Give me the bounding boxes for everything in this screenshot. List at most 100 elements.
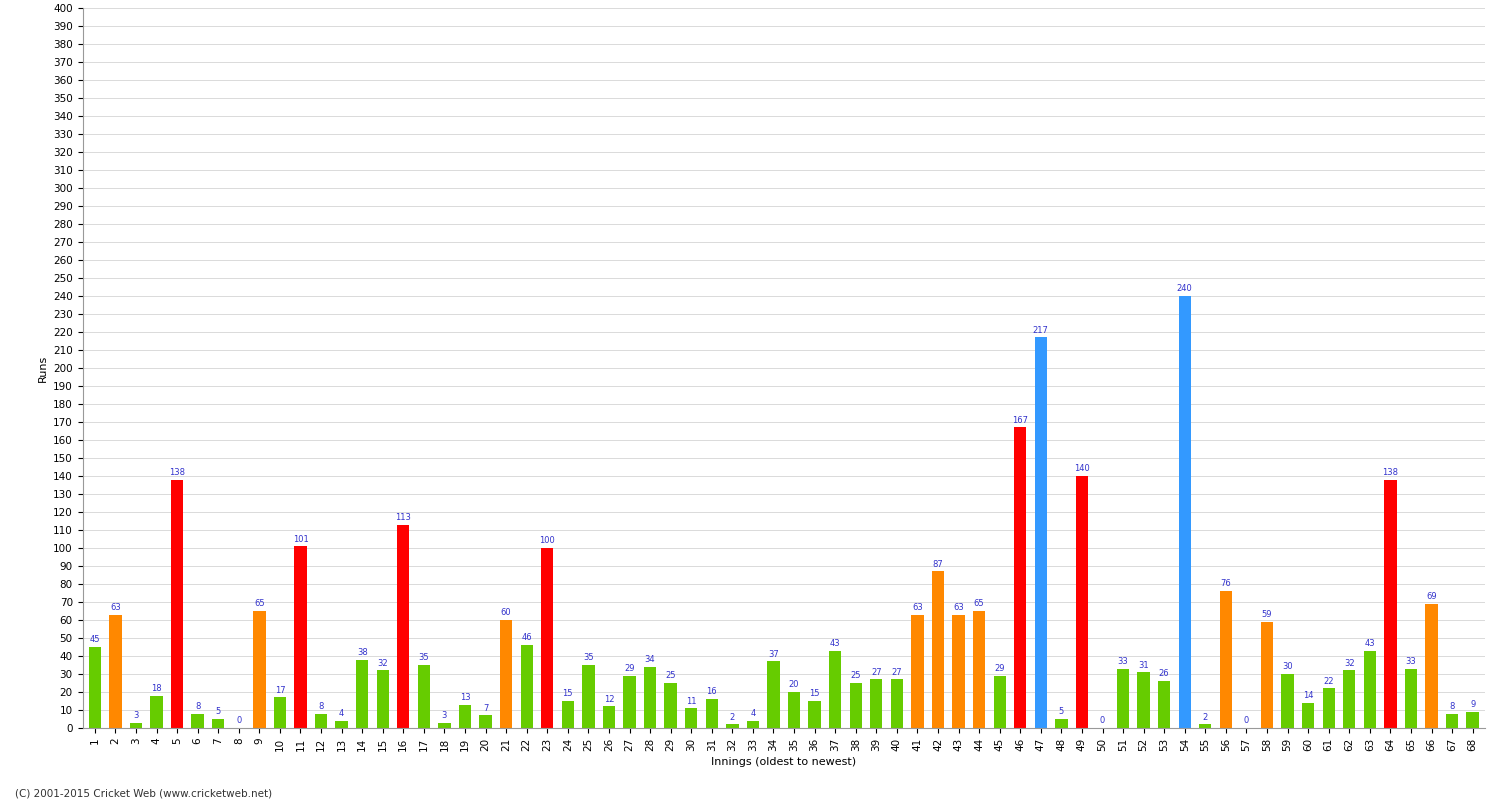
Bar (808, 701, 820, 728)
Bar (1342, 670, 1356, 728)
Text: 16: 16 (706, 687, 717, 697)
Bar (1302, 703, 1314, 728)
Bar (1262, 622, 1274, 728)
Text: 15: 15 (810, 690, 820, 698)
Bar (294, 546, 306, 728)
Text: 69: 69 (1426, 592, 1437, 601)
Bar (1198, 725, 1212, 728)
Bar (1220, 591, 1232, 728)
Text: 3: 3 (441, 711, 447, 720)
Text: 46: 46 (522, 634, 532, 642)
Bar (273, 698, 286, 728)
Text: 2: 2 (729, 713, 735, 722)
Bar (849, 683, 862, 728)
Bar (315, 714, 327, 728)
Text: 3: 3 (134, 711, 138, 720)
Text: 167: 167 (1013, 416, 1028, 425)
Text: 37: 37 (768, 650, 778, 658)
Text: 63: 63 (912, 603, 922, 612)
Text: 4: 4 (339, 709, 344, 718)
Text: 60: 60 (501, 608, 512, 618)
Text: 14: 14 (1304, 691, 1314, 700)
Bar (520, 645, 532, 728)
Bar (830, 650, 842, 728)
Bar (1323, 688, 1335, 728)
Text: 63: 63 (952, 603, 964, 612)
Text: 9: 9 (1470, 700, 1476, 709)
Text: 240: 240 (1178, 284, 1192, 294)
Bar (974, 611, 986, 728)
Text: 138: 138 (1383, 468, 1398, 477)
Bar (1364, 650, 1376, 728)
Text: 5: 5 (1059, 707, 1064, 716)
Bar (1281, 674, 1294, 728)
Text: 32: 32 (1344, 658, 1354, 668)
Bar (891, 679, 903, 728)
Bar (192, 714, 204, 728)
Text: 43: 43 (1365, 639, 1376, 648)
Bar (747, 721, 759, 728)
Text: 25: 25 (850, 671, 861, 680)
Text: 0: 0 (236, 716, 242, 726)
Bar (171, 480, 183, 728)
Bar (768, 662, 780, 728)
Bar (500, 620, 513, 728)
Text: 4: 4 (750, 709, 756, 718)
Bar (336, 721, 348, 728)
Text: 113: 113 (396, 513, 411, 522)
Bar (686, 708, 698, 728)
Text: 26: 26 (1160, 670, 1170, 678)
Text: 8: 8 (195, 702, 201, 711)
Text: 76: 76 (1221, 579, 1232, 589)
Bar (912, 614, 924, 728)
Text: 33: 33 (1406, 657, 1416, 666)
Text: 65: 65 (254, 599, 264, 608)
Text: 35: 35 (584, 654, 594, 662)
Text: 32: 32 (378, 658, 388, 668)
Bar (1179, 296, 1191, 728)
Bar (932, 571, 944, 728)
Bar (438, 722, 450, 728)
Bar (398, 525, 410, 728)
X-axis label: Innings (oldest to newest): Innings (oldest to newest) (711, 757, 856, 766)
Text: 29: 29 (994, 664, 1005, 673)
Text: 35: 35 (419, 654, 429, 662)
Bar (726, 725, 738, 728)
Text: 45: 45 (90, 635, 101, 644)
Bar (664, 683, 676, 728)
Bar (480, 715, 492, 728)
Bar (211, 719, 225, 728)
Text: 20: 20 (789, 680, 800, 690)
Text: 0: 0 (1244, 716, 1250, 726)
Text: 34: 34 (645, 655, 656, 664)
Text: 33: 33 (1118, 657, 1128, 666)
Text: 11: 11 (686, 697, 696, 706)
Bar (582, 665, 594, 728)
Bar (870, 679, 882, 728)
Text: 15: 15 (562, 690, 573, 698)
Text: 138: 138 (170, 468, 184, 477)
Text: 29: 29 (624, 664, 634, 673)
Bar (110, 614, 122, 728)
Text: 0: 0 (1100, 716, 1106, 726)
Bar (356, 659, 369, 728)
Bar (1076, 476, 1088, 728)
Text: 25: 25 (666, 671, 676, 680)
Bar (705, 699, 718, 728)
Text: 59: 59 (1262, 610, 1272, 619)
Bar (542, 548, 554, 728)
Text: (C) 2001-2015 Cricket Web (www.cricketweb.net): (C) 2001-2015 Cricket Web (www.cricketwe… (15, 788, 272, 798)
Text: 17: 17 (274, 686, 285, 694)
Text: 65: 65 (974, 599, 984, 608)
Bar (1054, 719, 1068, 728)
Text: 30: 30 (1282, 662, 1293, 671)
Bar (1446, 714, 1458, 728)
Text: 31: 31 (1138, 661, 1149, 670)
Bar (88, 647, 101, 728)
Text: 2: 2 (1203, 713, 1208, 722)
Text: 43: 43 (830, 639, 840, 648)
Bar (993, 676, 1006, 728)
Text: 8: 8 (318, 702, 324, 711)
Bar (644, 667, 657, 728)
Text: 8: 8 (1449, 702, 1455, 711)
